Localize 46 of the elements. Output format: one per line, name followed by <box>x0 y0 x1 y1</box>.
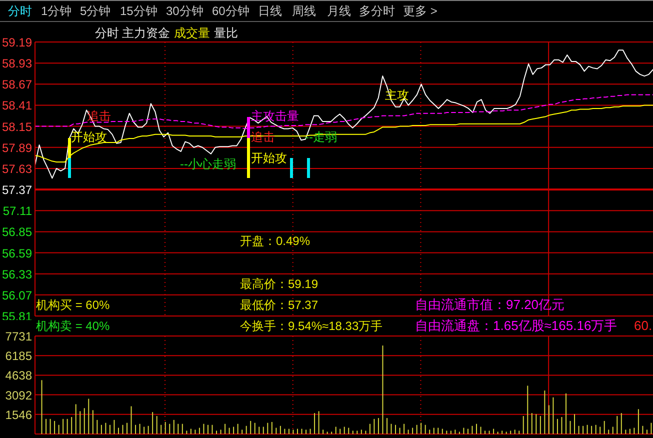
text: 主力资金 <box>122 26 170 40</box>
annotation: 最高价：59.19 <box>240 276 318 292</box>
annotation: --小心走弱 <box>180 156 236 172</box>
y-tick-label: 57.89 <box>2 140 32 155</box>
text: 60分钟 <box>212 4 250 18</box>
y-tick-label: 58.15 <box>2 120 32 134</box>
y-tick-label: 58.67 <box>2 78 32 92</box>
text: 日线 <box>258 4 282 18</box>
y-tick-label: 7731 <box>5 330 32 344</box>
annotation: 最低价：57.37 <box>240 298 318 312</box>
text: 30分钟 <box>166 4 204 18</box>
y-tick-label: 57.63 <box>2 162 32 176</box>
text: 自由流通盘：1.65亿股≈165.16万手 <box>415 318 618 334</box>
annotation: 开始攻 <box>71 130 107 144</box>
y-tick-label: 56.33 <box>2 267 32 282</box>
text: 15分钟 <box>120 4 158 18</box>
y-tick-label: 58.93 <box>2 56 32 71</box>
y-tick-label: 58.41 <box>2 98 32 113</box>
text: 机构卖 = 40% <box>36 318 110 334</box>
annotation: 开盘：0.49% <box>240 234 310 248</box>
y-tick-label: 57.37 <box>2 183 32 198</box>
text: 更多 > <box>403 4 438 18</box>
text: 今换手：9.54%≈18.33万手 <box>240 318 383 334</box>
annotation: 开始攻 <box>251 150 287 166</box>
text: 量比 <box>214 26 238 40</box>
line-series <box>34 50 653 179</box>
text: 分时 <box>8 4 32 18</box>
annotation: 主攻击量 <box>251 108 299 124</box>
y-tick-label: 3092 <box>5 388 32 402</box>
y-tick-label: 56.07 <box>2 288 32 302</box>
text: 成交量 <box>174 26 210 40</box>
text: 1分钟 <box>41 4 72 18</box>
y-tick-label: 56.85 <box>2 225 32 240</box>
y-tick-label: 56.59 <box>2 246 32 260</box>
text: 60. <box>634 318 652 334</box>
y-tick-label: 59.19 <box>2 36 32 50</box>
annotation: 机构买 = 60% <box>36 298 110 312</box>
y-tick-label: 1546 <box>5 408 32 422</box>
y-tick-label: 57.11 <box>2 204 32 218</box>
text: 分时 <box>95 26 119 40</box>
text: 多分时 <box>359 4 395 18</box>
text: 5分钟 <box>80 4 111 18</box>
text: 周线 <box>292 4 316 18</box>
y-tick-label: 4638 <box>5 368 32 383</box>
text: 月线 <box>327 4 351 18</box>
y-tick-label: 6185 <box>5 349 32 364</box>
